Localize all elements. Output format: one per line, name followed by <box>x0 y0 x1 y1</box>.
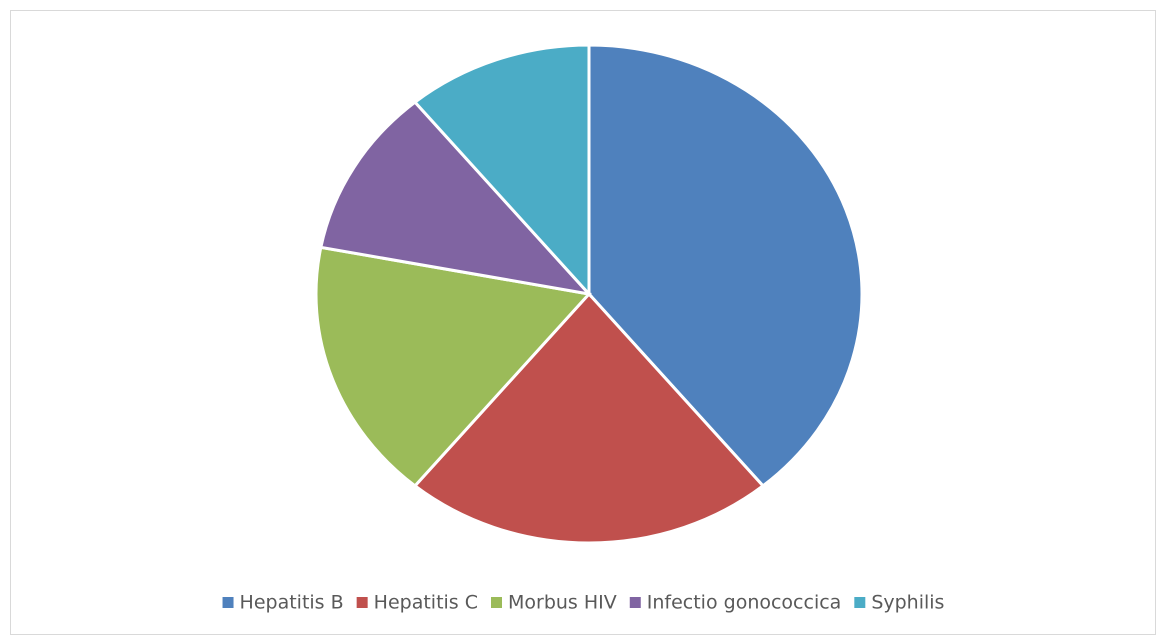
legend-label: Hepatitis C <box>374 592 478 614</box>
pie-slice <box>412 291 766 545</box>
legend-marker <box>356 597 368 608</box>
pie-slice <box>319 100 594 297</box>
legend-marker <box>854 597 866 608</box>
legend-marker <box>222 597 234 608</box>
pie-slice <box>412 43 591 298</box>
legend-label: Morbus HIV <box>508 592 617 614</box>
legend-label: Syphilis <box>871 592 944 614</box>
legend-marker <box>629 597 641 608</box>
legend-label: Infectio gonococcica <box>647 592 842 614</box>
legend-marker <box>491 597 502 608</box>
legend-label: Hepatitis B <box>240 592 344 614</box>
pie-slice <box>314 245 592 488</box>
pie-slice <box>587 43 864 488</box>
